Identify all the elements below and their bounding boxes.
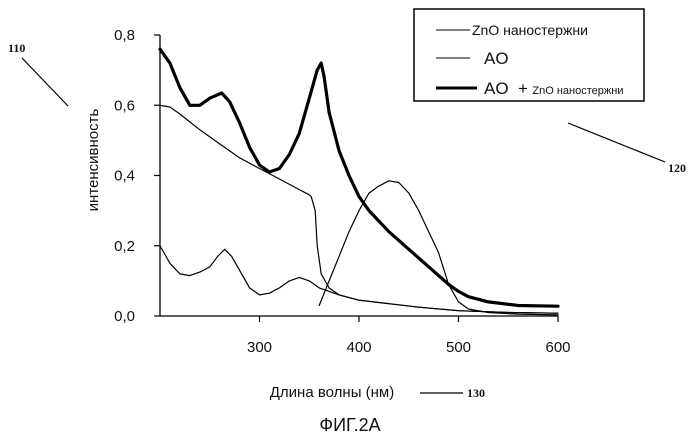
x-tick-label: 600 — [545, 339, 570, 356]
y-tick-label: 0,8 — [114, 27, 135, 44]
ref-120-leader — [568, 123, 665, 162]
legend: ZnO наностержни AO AO + ZnO наностержни — [414, 9, 644, 101]
y-axis-label: интенсивность — [85, 108, 102, 211]
x-ticks: 300 400 500 600 — [247, 316, 571, 356]
legend-label-ao-zno-main: AO — [484, 79, 509, 98]
series-line-1 — [160, 105, 558, 313]
y-tick-label: 0,4 — [114, 168, 135, 185]
y-tick-label: 0,2 — [114, 238, 135, 255]
legend-label-ao: AO — [484, 49, 509, 68]
legend-label-ao-zno-plus: + — [518, 79, 528, 98]
series-line-3 — [319, 181, 558, 315]
ref-110-leader — [22, 58, 68, 106]
y-tick-label: 0,6 — [114, 97, 135, 114]
x-tick-label: 500 — [446, 339, 471, 356]
ref-110: 110 — [8, 41, 25, 55]
figure: 0,0 0,2 0,4 0,6 0,8 300 400 500 600 интенсивнос… — [0, 0, 699, 444]
y-ticks: 0,0 0,2 0,4 0,6 0,8 — [114, 27, 160, 325]
ref-130: 130 — [467, 386, 485, 400]
y-tick-label: 0,0 — [114, 308, 135, 325]
x-axis-label: Длина волны (нм) — [270, 384, 394, 401]
x-tick-label: 400 — [346, 339, 371, 356]
x-tick-label: 300 — [247, 339, 272, 356]
ref-120: 120 — [668, 161, 686, 175]
legend-label-ao-zno-sub: ZnO наностержни — [532, 85, 623, 97]
figure-caption: ФИГ.2А — [319, 415, 380, 435]
legend-label-zno: ZnO наностержни — [472, 22, 588, 38]
